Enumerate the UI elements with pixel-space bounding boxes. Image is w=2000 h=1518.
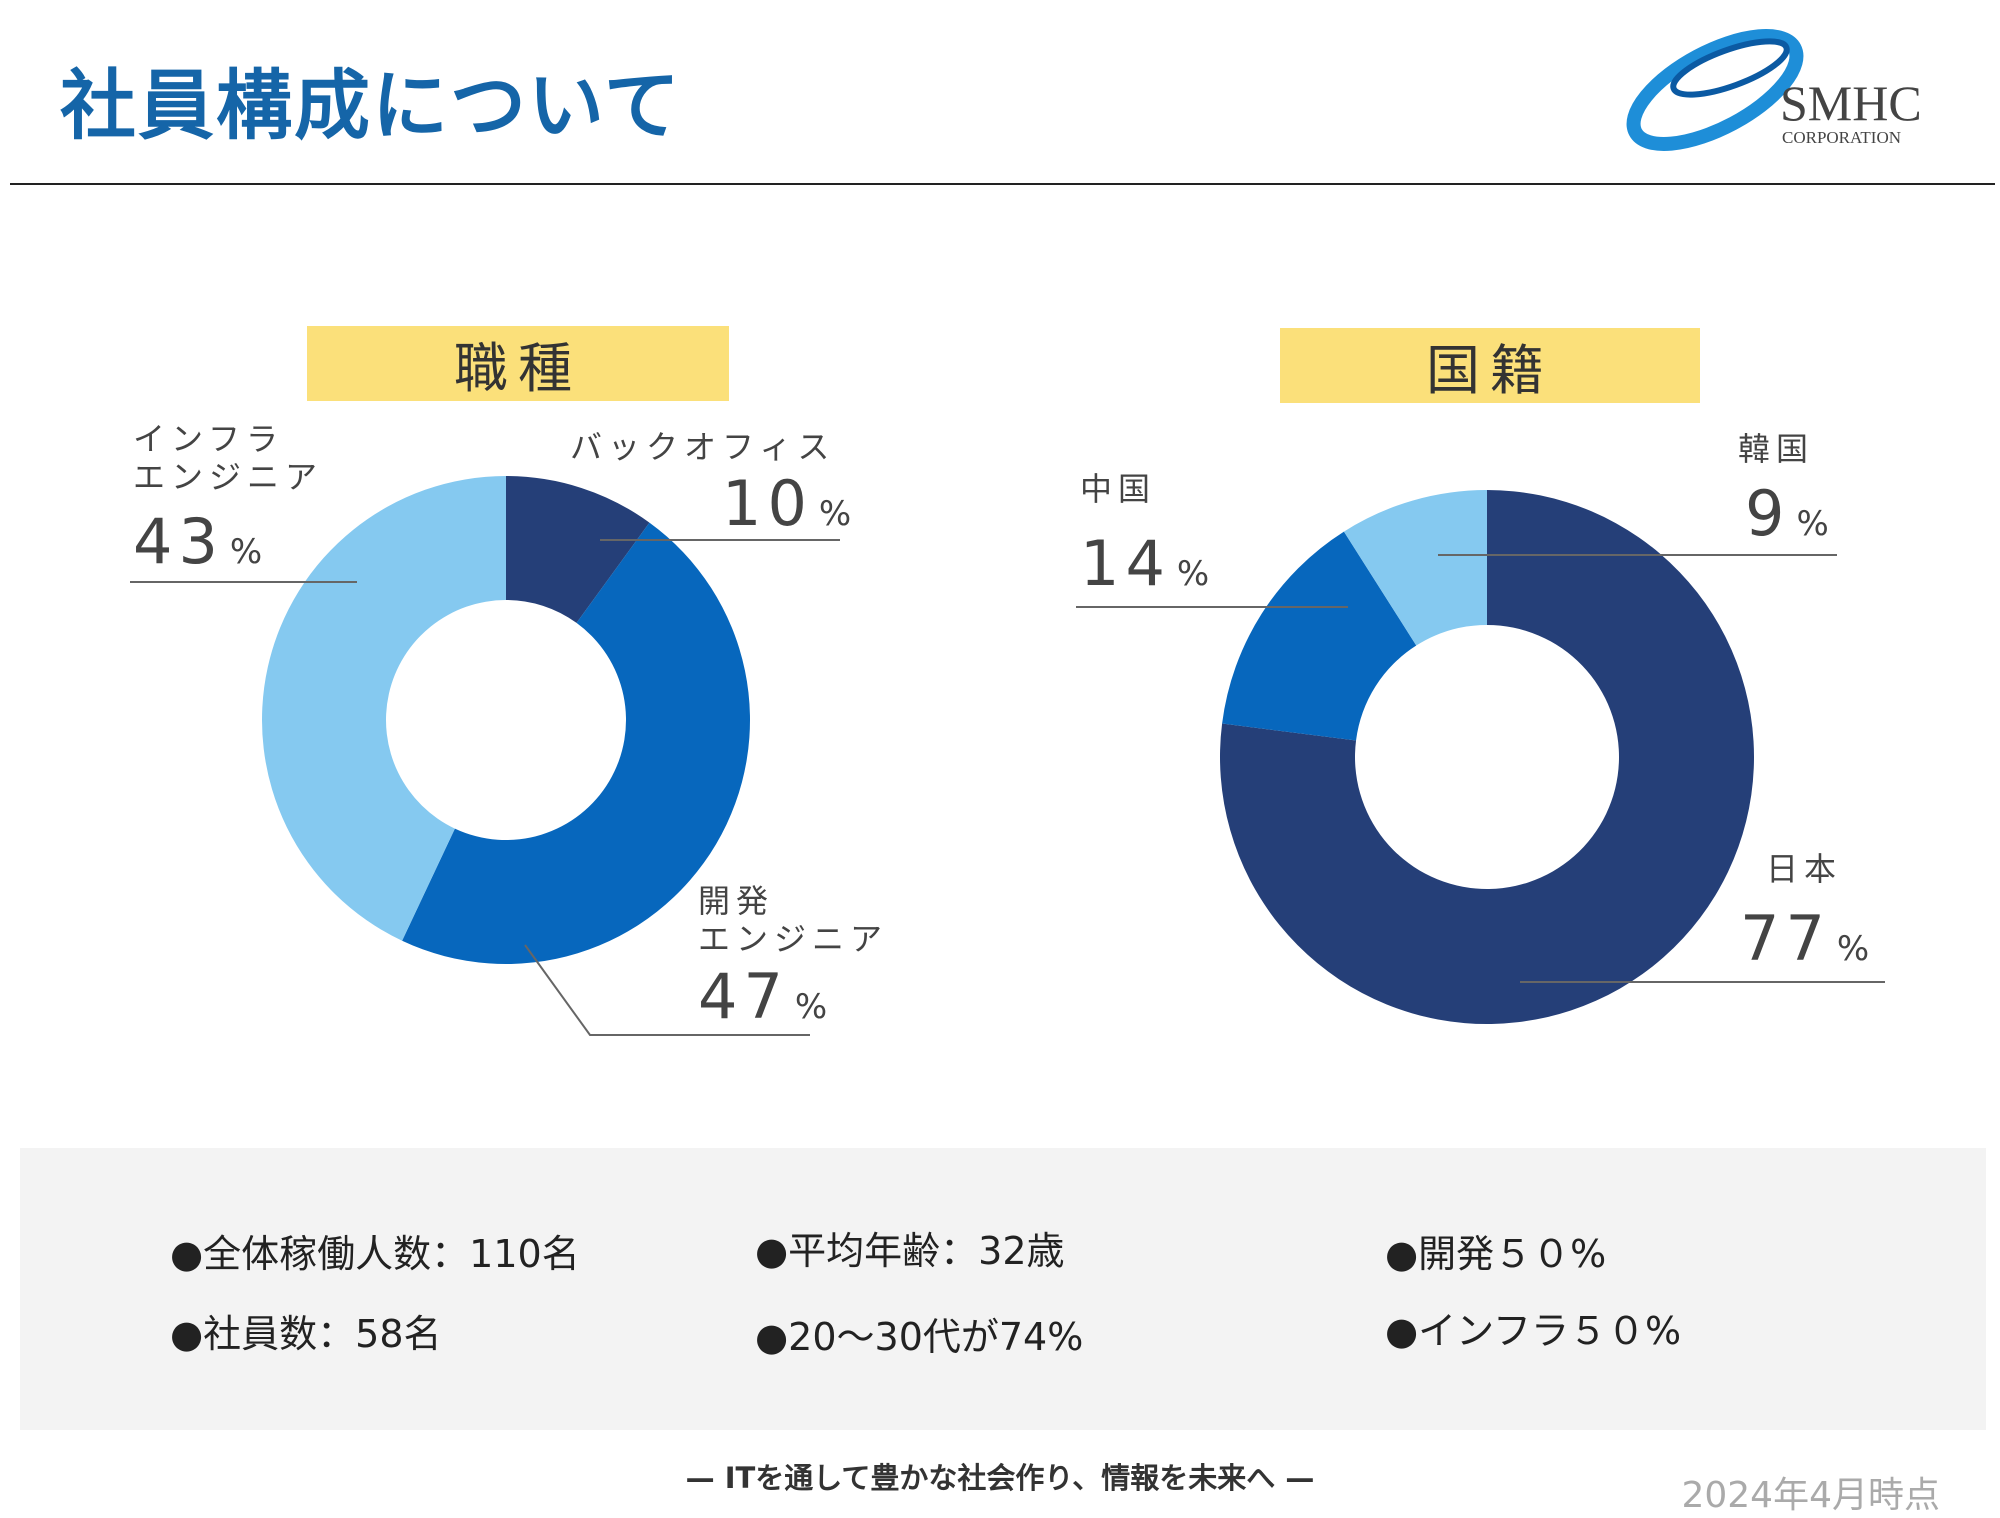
logo-swoosh-icon	[1626, 29, 1804, 151]
leader-dev	[524, 944, 810, 1036]
logo-name: SMHC	[1780, 75, 1922, 131]
label-korea-unit: %	[1796, 504, 1834, 544]
slice-中国	[1222, 531, 1417, 741]
label-dev-unit: %	[795, 987, 833, 1027]
label-backoffice-value: 10%	[722, 467, 857, 540]
as-of-date: 2024年4月時点	[1681, 1475, 1940, 1516]
chart-nationality: 日本 77 % 中国 14 % 韓国 9%	[1076, 430, 1885, 1024]
chart-title-nationality: 国籍	[1280, 328, 1700, 403]
label-china: 中国 14%	[1080, 470, 1215, 600]
slice-インフラエンジニア	[262, 476, 506, 941]
header-divider	[10, 183, 1995, 185]
stat-infra: ●インフラ５０%	[1385, 1309, 1682, 1353]
label-dev-name: 開発	[698, 882, 774, 920]
company-logo: SMHC CORPORATION	[1626, 29, 1922, 151]
label-japan-name: 日本	[1766, 850, 1842, 888]
label-backoffice-unit: %	[819, 494, 857, 534]
stat-avg-age: ●平均年齢：32歳	[755, 1229, 1065, 1273]
stat-employees: ●社員数：58名	[170, 1312, 442, 1356]
label-china-value: 14%	[1080, 527, 1215, 600]
label-korea: 韓国 9%	[1738, 430, 1835, 550]
chart-title-job: 職種	[307, 326, 729, 401]
label-infra-name: インフラ	[133, 420, 284, 458]
label-japan-unit: %	[1837, 929, 1875, 969]
stats-panel: ●全体稼働人数：110名 ●社員数：58名 ●平均年齢：32歳 ●20～30代が…	[20, 1148, 1986, 1430]
slice-開発エンジニア	[402, 522, 750, 964]
label-korea-name: 韓国	[1738, 430, 1814, 468]
label-dev-name2: エンジニア	[698, 920, 888, 958]
stat-dev: ●開発５０%	[1385, 1232, 1607, 1276]
footer-slogan: — ITを通して豊かな社会作り、情報を未来へ —	[685, 1461, 1315, 1495]
slice-バックオフィス	[506, 476, 650, 623]
label-infra-value: 43%	[133, 505, 268, 578]
slice-日本	[1219, 490, 1754, 1024]
logo-sub: CORPORATION	[1782, 128, 1901, 147]
page-title: 社員構成について	[60, 61, 682, 150]
stat-total-workers: ●全体稼働人数：110名	[170, 1232, 580, 1276]
label-backoffice-name: バックオフィス	[570, 428, 835, 466]
label-infra-unit: %	[230, 532, 268, 572]
label-infra-name2: エンジニア	[133, 458, 323, 496]
label-japan-value: 77%	[1740, 902, 1875, 975]
slice-韓国	[1343, 490, 1487, 646]
label-china-name: 中国	[1080, 470, 1156, 508]
label-dev-value: 47%	[698, 960, 833, 1033]
label-korea-value: 9%	[1745, 477, 1835, 550]
label-japan: 日本 77%	[1740, 850, 1875, 975]
stat-age-range: ●20～30代が74%	[755, 1315, 1084, 1359]
label-china-unit: %	[1177, 554, 1215, 594]
